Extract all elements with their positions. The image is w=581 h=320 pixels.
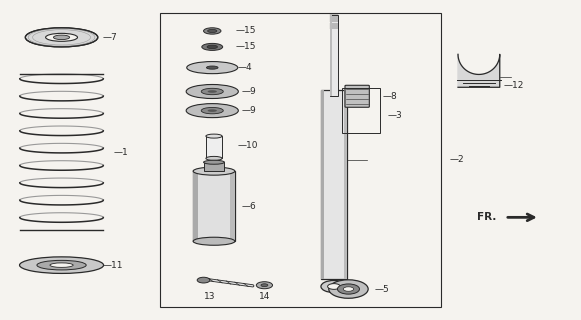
Ellipse shape [338,284,360,294]
Ellipse shape [203,160,224,164]
Bar [321,90,324,279]
Bar [330,15,338,96]
Ellipse shape [46,33,77,41]
Ellipse shape [201,88,223,95]
Text: —6: —6 [241,202,256,211]
Ellipse shape [202,44,223,50]
Text: —15: —15 [235,27,256,36]
Polygon shape [458,54,500,87]
Text: —9: —9 [241,87,256,96]
Bar [342,88,381,133]
Text: —15: —15 [235,42,256,52]
Ellipse shape [206,66,218,69]
Ellipse shape [20,257,103,273]
Ellipse shape [321,280,347,292]
Text: —8: —8 [382,92,397,101]
Ellipse shape [186,84,238,99]
Text: —9: —9 [241,106,256,115]
Ellipse shape [206,156,222,160]
Ellipse shape [207,109,217,112]
FancyBboxPatch shape [345,85,370,107]
Ellipse shape [186,104,238,118]
Ellipse shape [53,35,70,40]
Ellipse shape [37,260,86,270]
Ellipse shape [261,284,268,287]
Bar [193,171,235,241]
Bar [160,13,441,307]
Ellipse shape [187,61,238,74]
Bar [345,90,347,279]
Bar [193,171,198,241]
Text: —5: —5 [375,284,389,293]
Ellipse shape [193,167,235,175]
Text: —7: —7 [102,33,117,42]
Ellipse shape [207,45,217,49]
Text: —11: —11 [102,261,123,270]
Bar [330,15,332,96]
Ellipse shape [256,282,272,289]
Text: —1: —1 [114,148,128,156]
Text: —3: —3 [388,111,403,120]
Ellipse shape [193,237,235,245]
Ellipse shape [328,284,340,289]
Text: 13: 13 [203,292,215,300]
Ellipse shape [50,263,73,268]
Text: —2: —2 [450,156,465,164]
Ellipse shape [203,28,221,34]
Ellipse shape [207,29,217,33]
Ellipse shape [206,134,222,138]
Text: —10: —10 [237,141,258,150]
Bar [321,90,347,279]
Ellipse shape [197,277,210,283]
Ellipse shape [201,108,223,114]
Bar [206,136,222,158]
Text: —4: —4 [237,63,252,72]
Text: FR.: FR. [477,212,496,222]
Text: —12: —12 [504,81,524,90]
Ellipse shape [343,287,354,291]
Bar [230,171,235,241]
Text: 14: 14 [259,292,270,301]
Ellipse shape [207,90,217,93]
Ellipse shape [26,28,98,47]
Ellipse shape [329,280,368,298]
Bar [203,162,224,171]
